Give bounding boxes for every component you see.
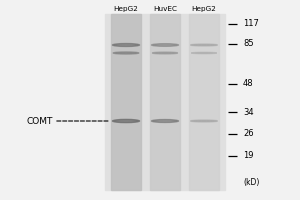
Text: 34: 34 xyxy=(243,108,254,116)
Ellipse shape xyxy=(152,120,178,122)
Ellipse shape xyxy=(190,120,218,122)
Ellipse shape xyxy=(191,52,217,54)
Text: HuvEC: HuvEC xyxy=(153,6,177,12)
Ellipse shape xyxy=(152,52,178,54)
Bar xyxy=(189,14,219,190)
Bar xyxy=(111,14,141,190)
Ellipse shape xyxy=(152,44,178,46)
Text: COMT: COMT xyxy=(26,116,52,126)
Text: HepG2: HepG2 xyxy=(192,6,216,12)
Text: HepG2: HepG2 xyxy=(114,6,138,12)
Ellipse shape xyxy=(112,119,140,123)
Text: 19: 19 xyxy=(243,152,254,160)
Ellipse shape xyxy=(112,44,140,46)
Text: 117: 117 xyxy=(243,20,259,28)
Text: 85: 85 xyxy=(243,40,254,48)
Bar xyxy=(150,14,180,190)
Text: (kD): (kD) xyxy=(243,178,260,186)
Ellipse shape xyxy=(190,44,218,46)
Text: 48: 48 xyxy=(243,79,254,88)
Text: 26: 26 xyxy=(243,130,254,139)
Bar xyxy=(105,14,225,190)
Ellipse shape xyxy=(113,52,139,54)
